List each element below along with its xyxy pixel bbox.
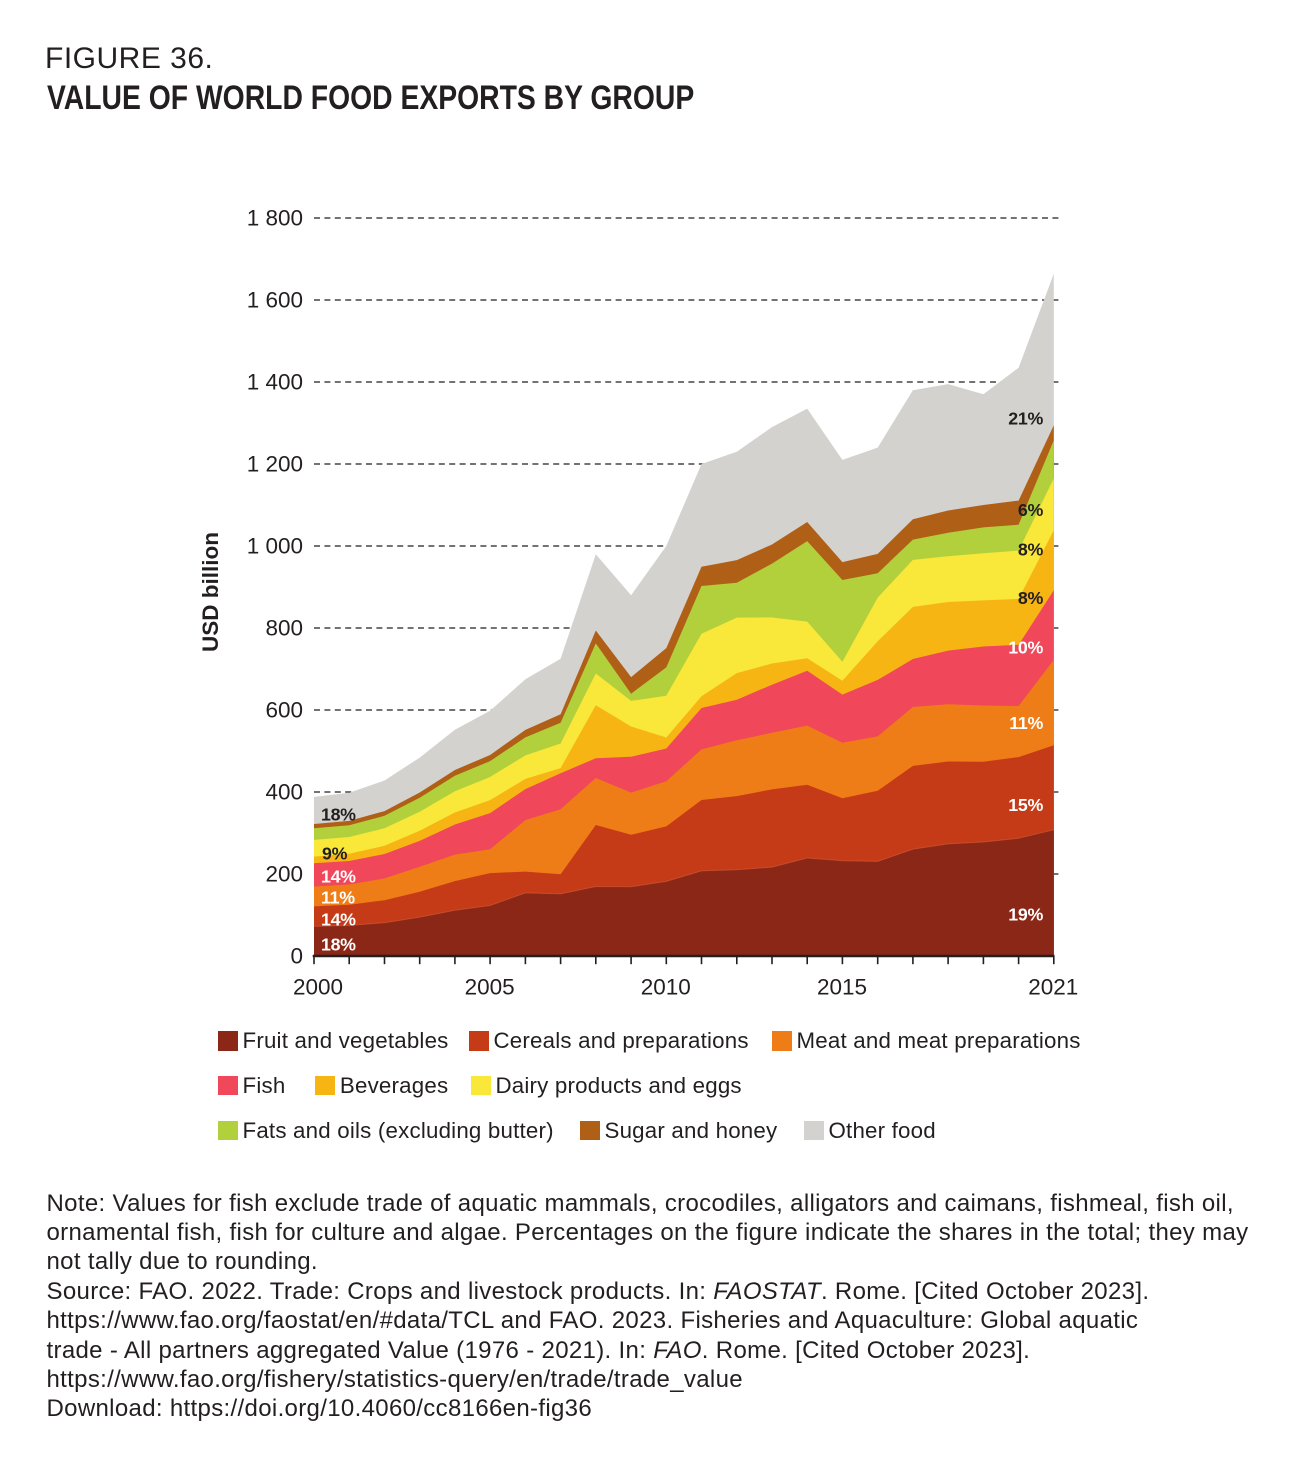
svg-text:1 000: 1 000 bbox=[247, 534, 303, 559]
svg-text:0: 0 bbox=[290, 944, 303, 969]
svg-text:10%: 10% bbox=[1008, 638, 1043, 658]
svg-text:6%: 6% bbox=[1018, 500, 1044, 520]
svg-text:2015: 2015 bbox=[817, 975, 867, 1000]
svg-text:800: 800 bbox=[265, 616, 303, 641]
svg-text:1 800: 1 800 bbox=[247, 206, 303, 231]
svg-text:19%: 19% bbox=[1008, 904, 1043, 924]
svg-text:200: 200 bbox=[265, 862, 303, 887]
svg-text:8%: 8% bbox=[1018, 540, 1044, 560]
svg-text:14%: 14% bbox=[321, 910, 356, 930]
svg-text:2021: 2021 bbox=[1028, 975, 1078, 1000]
svg-text:1 200: 1 200 bbox=[247, 452, 303, 477]
svg-text:USD billion: USD billion bbox=[198, 532, 223, 652]
svg-text:2010: 2010 bbox=[641, 975, 691, 1000]
svg-text:1 600: 1 600 bbox=[247, 288, 303, 313]
svg-text:1 400: 1 400 bbox=[247, 370, 303, 395]
svg-text:11%: 11% bbox=[1009, 713, 1043, 733]
svg-text:8%: 8% bbox=[1018, 588, 1044, 608]
svg-text:15%: 15% bbox=[1008, 795, 1043, 815]
svg-text:400: 400 bbox=[265, 780, 303, 805]
svg-text:14%: 14% bbox=[321, 867, 356, 887]
svg-text:2005: 2005 bbox=[465, 975, 515, 1000]
svg-text:18%: 18% bbox=[321, 935, 356, 955]
svg-text:18%: 18% bbox=[321, 805, 356, 825]
svg-text:11%: 11% bbox=[321, 888, 355, 908]
svg-text:2000: 2000 bbox=[293, 975, 343, 1000]
svg-text:9%: 9% bbox=[322, 844, 348, 864]
svg-text:600: 600 bbox=[265, 698, 303, 723]
svg-text:21%: 21% bbox=[1008, 409, 1043, 429]
